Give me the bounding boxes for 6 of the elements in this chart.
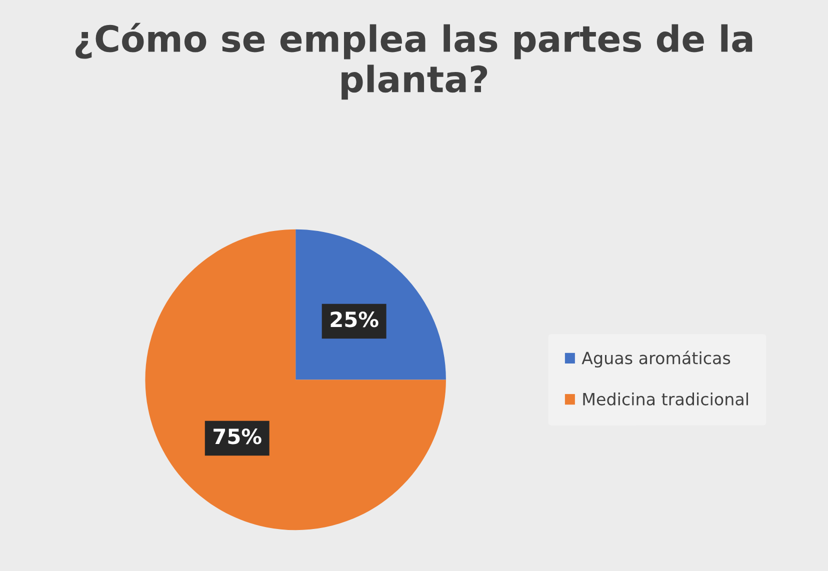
chart-title: ¿Cómo se emplea las partes de la planta? [76, 22, 752, 100]
legend-label: Medicina tradicional [583, 392, 748, 406]
legend-label: Aguas aromáticas [582, 350, 730, 368]
data-label: 25% [330, 312, 378, 328]
data-label: 75% [214, 428, 262, 444]
pie-slice [145, 229, 446, 530]
